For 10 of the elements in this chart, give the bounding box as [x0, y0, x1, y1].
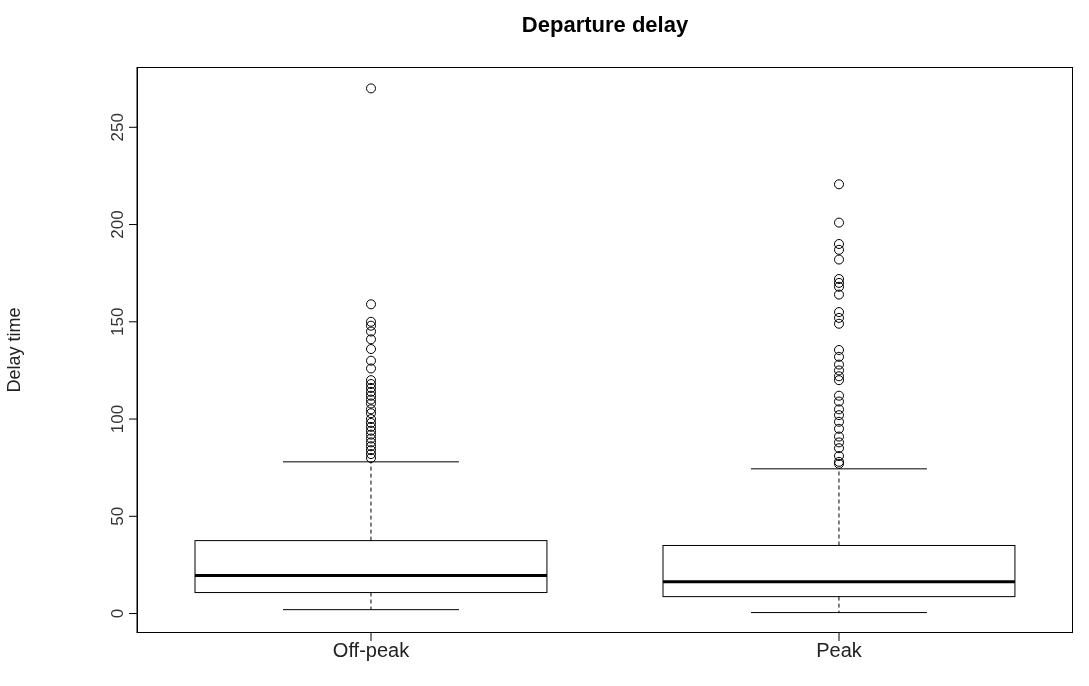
x-tick-label: Peak — [816, 639, 863, 662]
y-tick-label: 200 — [108, 210, 127, 239]
y-axis-title: Delay time — [4, 307, 25, 393]
y-tick-label: 0 — [108, 608, 127, 619]
y-tick-label: 100 — [108, 404, 127, 434]
y-tick-label: 250 — [108, 113, 127, 142]
y-tick-label: 50 — [108, 506, 127, 526]
y-tick-label: 150 — [108, 307, 127, 336]
x-tick-label: Off-peak — [332, 639, 411, 662]
chart-title: Departure delay — [520, 12, 690, 38]
